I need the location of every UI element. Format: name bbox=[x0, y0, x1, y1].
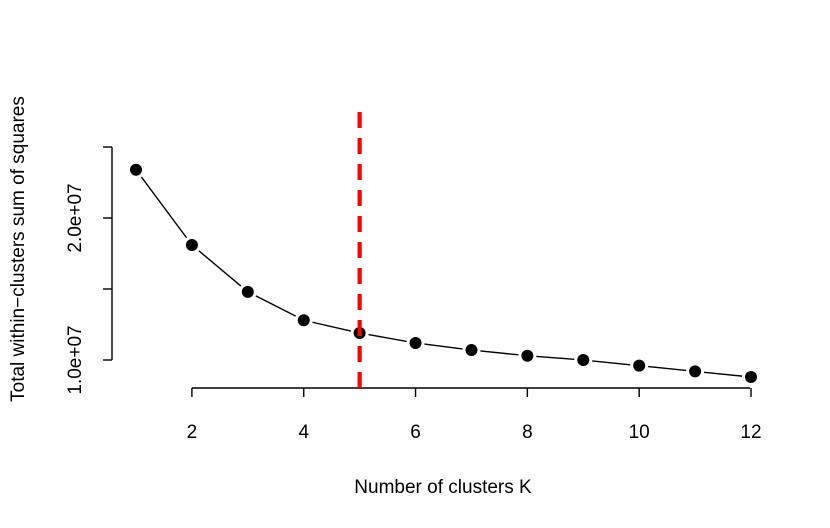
x-tick-label-8: 8 bbox=[522, 422, 533, 443]
series-segment-5 bbox=[368, 333, 407, 343]
data-point-k11 bbox=[689, 365, 702, 378]
series-segment-4 bbox=[312, 321, 352, 332]
y-axis-label: Total within−clusters sum of squares bbox=[8, 96, 29, 402]
data-point-k7 bbox=[465, 344, 478, 357]
data-point-k9 bbox=[577, 354, 590, 366]
data-point-k12 bbox=[745, 371, 757, 384]
data-point-k10 bbox=[633, 359, 646, 372]
x-tick-label-12: 12 bbox=[740, 422, 761, 443]
series-segment-7 bbox=[480, 350, 519, 356]
x-axis-label: Number of clusters K bbox=[354, 477, 532, 498]
series-segment-9 bbox=[592, 360, 631, 366]
x-axis-ticks: 2 4 6 8 10 12 bbox=[187, 388, 762, 443]
x-tick-label-4: 4 bbox=[298, 422, 309, 443]
series-segment-11 bbox=[703, 371, 743, 377]
x-tick-label-10: 10 bbox=[629, 422, 650, 443]
data-point-k1 bbox=[130, 163, 142, 176]
data-point-k3 bbox=[241, 285, 254, 298]
series-segment-1 bbox=[140, 176, 188, 239]
series-segment-3 bbox=[255, 295, 297, 317]
y-tick-label-2: 2.0e+07 bbox=[65, 183, 86, 252]
data-point-k6 bbox=[409, 336, 422, 349]
series-segment-8 bbox=[536, 355, 575, 361]
data-point-k2 bbox=[185, 238, 198, 251]
series-segment-2 bbox=[198, 250, 242, 287]
series-segment-10 bbox=[648, 365, 687, 372]
series-segment-6 bbox=[424, 343, 463, 350]
y-tick-label-0: 1.0e+07 bbox=[65, 325, 86, 394]
data-point-k4 bbox=[297, 314, 310, 327]
x-tick-label-6: 6 bbox=[410, 422, 421, 443]
wss-series bbox=[130, 163, 757, 384]
data-point-k8 bbox=[521, 349, 534, 362]
x-tick-label-2: 2 bbox=[187, 422, 198, 443]
y-axis-ticks: 1.0e+07 2.0e+07 bbox=[65, 146, 112, 395]
